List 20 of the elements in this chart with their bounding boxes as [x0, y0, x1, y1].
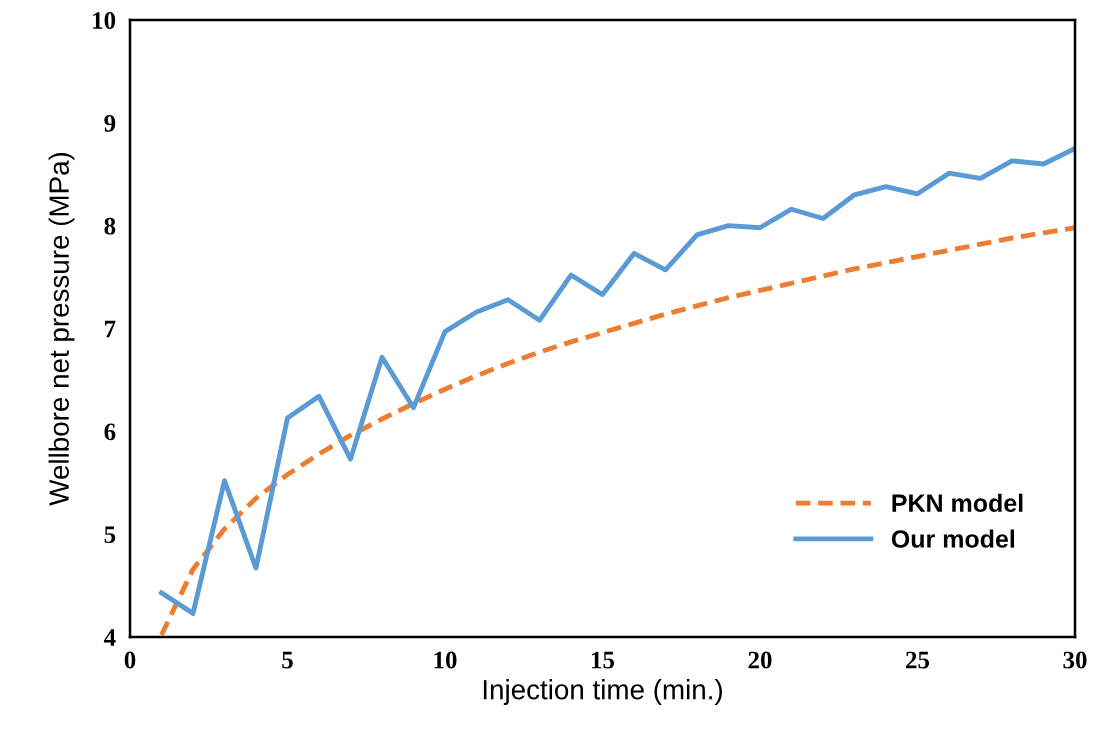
x-tick-label: 30: [1063, 651, 1087, 669]
line-series: [159, 146, 1075, 616]
y-tick-label: 10: [93, 12, 116, 29]
legend-label: PKN model: [892, 493, 1023, 513]
x-tick-label: 25: [906, 651, 930, 669]
x-tick-label: 20: [748, 651, 772, 669]
x-tick-label: 0: [124, 651, 136, 669]
y-tick-label: 9: [104, 114, 116, 132]
y-axis-title: Wellbore net pressure (MPa): [48, 152, 75, 506]
y-tick-label: 4: [103, 629, 116, 646]
y-tick-label: 6: [104, 423, 116, 441]
line-series: [159, 225, 1075, 637]
legend-label: Our model: [891, 529, 1015, 548]
y-tick-label: 5: [104, 526, 116, 544]
x-tick-label: 10: [434, 651, 457, 669]
x-axis-title: Injection time (min.): [483, 679, 722, 706]
x-tick-label: 15: [592, 651, 615, 669]
y-tick-label: 7: [105, 320, 116, 338]
y-tick-label: 8: [104, 217, 116, 235]
x-tick-label: 5: [282, 651, 293, 669]
